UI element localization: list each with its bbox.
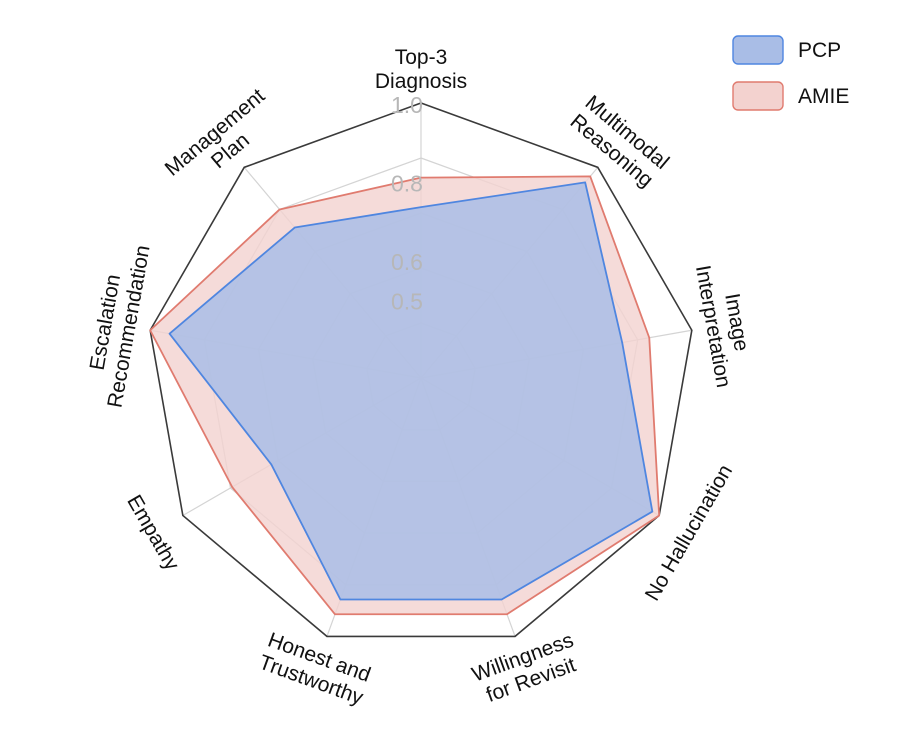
- axis-label-text: ImageInterpretation: [691, 259, 759, 389]
- outer-frame: [149, 102, 693, 638]
- axis-label-text: Honest andTrustworthy: [256, 628, 375, 710]
- axis-label-text: EscalationRecommendation: [80, 239, 155, 409]
- axis-label-text: Willingnessfor Revisit: [469, 629, 585, 709]
- axis-label-escalation-recommendation: EscalationRecommendation: [80, 239, 155, 409]
- axis-label-willingness-for-revisit: Willingnessfor Revisit: [469, 629, 585, 709]
- axis-label-line: Empathy: [122, 491, 184, 575]
- radial-tick-0-8: 0.8: [391, 171, 423, 197]
- axis-label-line: Diagnosis: [375, 70, 467, 93]
- series-pcp-area: [168, 181, 654, 601]
- axis-label-line: Top-3: [395, 46, 448, 69]
- legend-swatch-amie: [732, 81, 784, 111]
- axis-label-image-interpretation: ImageInterpretation: [691, 259, 759, 390]
- legend-swatch-pcp: [732, 35, 784, 65]
- axis-label-text: Empathy: [122, 491, 184, 575]
- axis-label-honest-and-trustworthy: Honest andTrustworthy: [256, 628, 375, 710]
- radial-tick-labels: 1.0 0.8 0.6 0.5: [391, 92, 423, 314]
- axis-label-empathy: Empathy: [122, 491, 184, 575]
- axis-label-top-3-diagnosis: Top-3 Diagnosis: [375, 46, 467, 93]
- axis-label-text: Top-3 Diagnosis: [375, 46, 467, 93]
- legend-label-pcp: PCP: [798, 39, 841, 62]
- axis-label-management-plan: ManagementPlan: [161, 84, 285, 199]
- axis-label-text: ManagementPlan: [161, 84, 285, 199]
- radar-series: [149, 175, 661, 616]
- legend-label-amie: AMIE: [798, 85, 849, 108]
- radial-tick-1-0: 1.0: [391, 92, 423, 118]
- radial-tick-0-6: 0.6: [391, 249, 423, 275]
- legend: PCP AMIE: [732, 35, 849, 111]
- radial-tick-0-5: 0.5: [391, 288, 423, 314]
